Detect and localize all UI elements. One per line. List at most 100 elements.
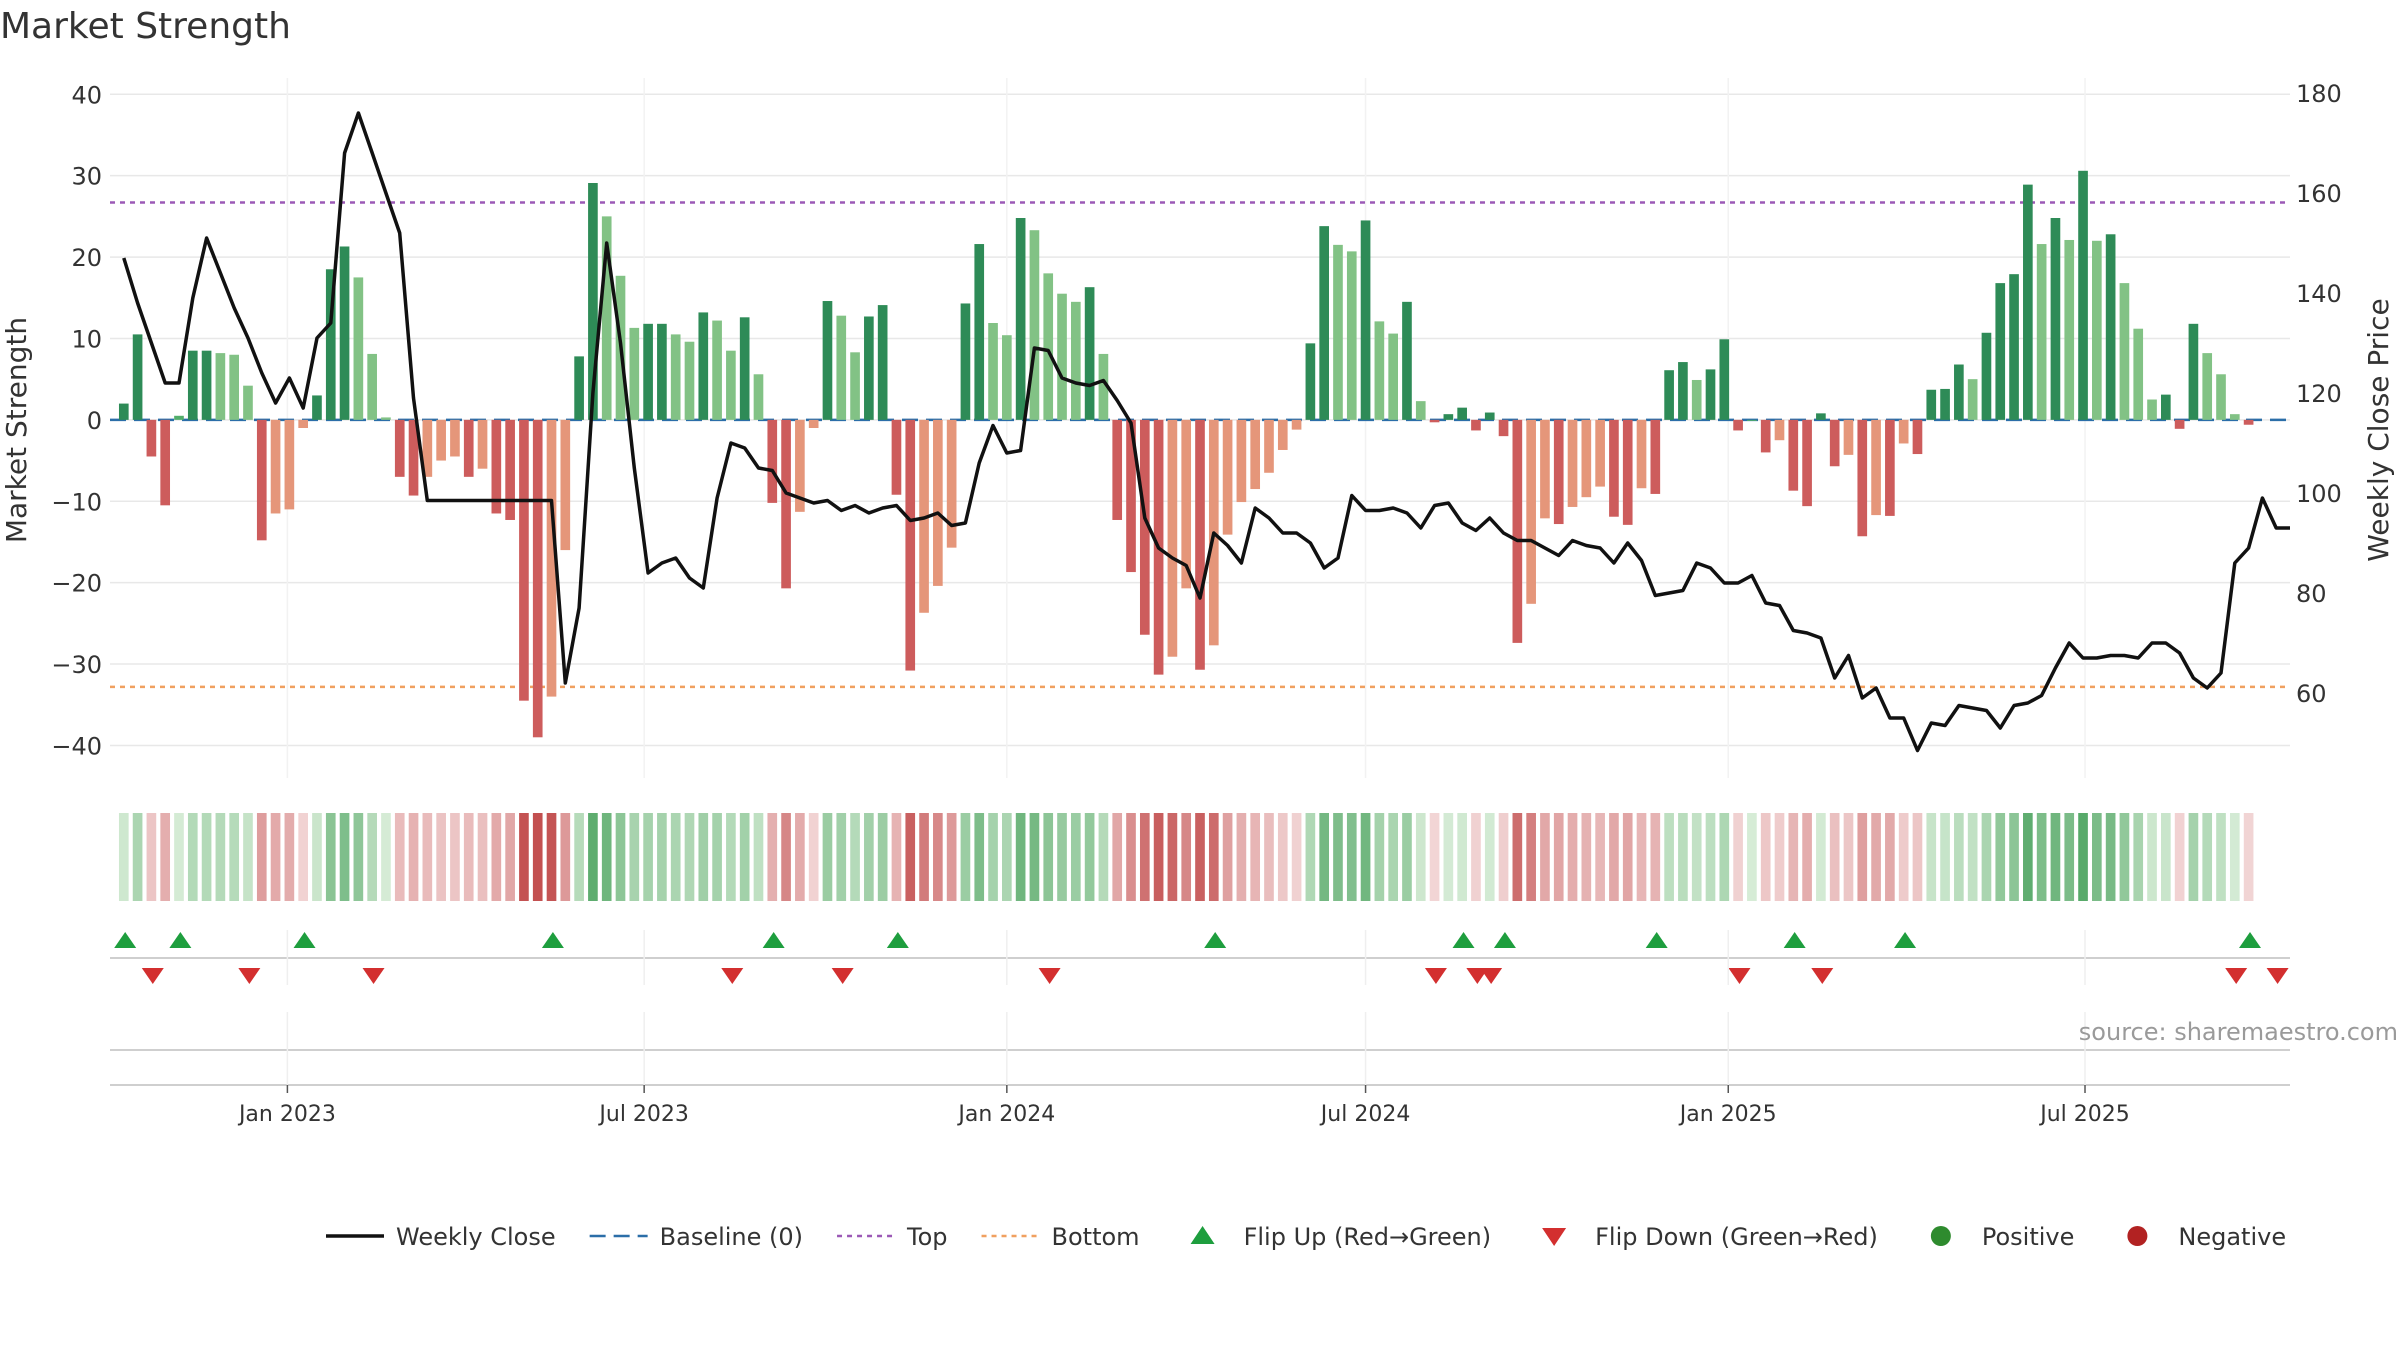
strength-bar xyxy=(1981,332,1992,420)
right-axis-ticks: 180 160 140 120 100 80 60 xyxy=(2296,80,2342,708)
strip-cell xyxy=(1333,813,1343,901)
strength-bar xyxy=(905,419,916,671)
strip-cell xyxy=(1609,813,1619,901)
x-tick-label: Jul 2025 xyxy=(2038,1102,2130,1127)
legend-swatch xyxy=(1190,1226,1215,1244)
strength-bar xyxy=(2229,414,2240,420)
strength-bar xyxy=(1057,293,1067,420)
strip-cell xyxy=(1112,813,1123,901)
legend-label: Positive xyxy=(1982,1223,2075,1251)
strength-bar xyxy=(1843,419,1854,455)
strip-cell xyxy=(864,813,874,901)
strip-cell xyxy=(2092,813,2102,901)
strength-bar xyxy=(2119,283,2130,420)
strip-cell xyxy=(174,813,184,901)
weekly-close-line-group xyxy=(122,111,2290,753)
strip-cell xyxy=(532,813,543,901)
strength-bar xyxy=(2202,353,2213,420)
lower-panel-frame xyxy=(110,930,2290,1086)
strength-bar xyxy=(1126,419,1136,573)
strength-bar xyxy=(1636,419,1647,489)
strip-cell xyxy=(1664,813,1674,901)
strip-cell xyxy=(284,813,295,901)
strength-bar xyxy=(753,374,764,420)
strip-cell xyxy=(1802,813,1812,901)
strength-bar xyxy=(1705,369,1716,420)
strength-bar xyxy=(215,353,226,420)
strip-cell xyxy=(1498,813,1509,901)
strength-bar xyxy=(2188,323,2199,420)
strength-bar xyxy=(974,244,985,420)
flip-down-marker xyxy=(1728,968,1751,984)
strip-cell xyxy=(836,813,847,901)
flip-up-marker xyxy=(114,932,137,948)
legend-label: Flip Up (Red→Green) xyxy=(1244,1223,1492,1251)
strip-cell xyxy=(1139,813,1150,901)
flip-up-marker xyxy=(2238,932,2261,948)
legend-swatch xyxy=(1930,1226,1951,1246)
legend-label: Bottom xyxy=(1052,1223,1140,1251)
strip-cell xyxy=(1940,813,1950,901)
strip-cell xyxy=(615,813,626,901)
x-tick-label: Jul 2024 xyxy=(1319,1102,1411,1127)
strip-cell xyxy=(560,813,571,901)
strip-cell xyxy=(1829,813,1840,901)
strip-cell xyxy=(1236,813,1247,901)
strip-cell xyxy=(919,813,929,901)
strip-cell xyxy=(1429,813,1440,901)
flip-markers xyxy=(114,932,2289,984)
strength-bar xyxy=(1747,419,1757,421)
legend-item: Negative xyxy=(2127,1223,2286,1251)
strip-cell xyxy=(1705,813,1716,901)
strength-strip xyxy=(118,813,2254,901)
strip-cell xyxy=(1098,813,1109,901)
strip-cell xyxy=(1291,813,1302,901)
strip-cell xyxy=(1208,813,1219,901)
strip-cell xyxy=(394,813,405,901)
strength-bar xyxy=(1816,413,1826,420)
strength-bar xyxy=(698,312,709,420)
strip-cell xyxy=(946,813,957,901)
strip-cell xyxy=(2119,813,2130,901)
strength-bar xyxy=(2092,240,2102,420)
strip-cell xyxy=(270,813,281,901)
strength-bar xyxy=(1926,389,1937,420)
flip-down-marker xyxy=(1424,968,1447,984)
strength-bar xyxy=(325,269,336,420)
strip-cell xyxy=(450,813,460,901)
strength-bar xyxy=(160,419,171,506)
strip-cell xyxy=(1650,813,1661,901)
flip-down-marker xyxy=(141,968,164,984)
flip-up-marker xyxy=(293,932,316,948)
flip-up-marker xyxy=(886,932,909,948)
strength-bar xyxy=(1733,419,1743,431)
strength-bar xyxy=(1650,419,1661,494)
x-axis-ticks: Jan 2023 Jul 2023 Jan 2024 Jul 2024 Jan 2025… xyxy=(237,1085,2130,1127)
strip-cell xyxy=(491,813,502,901)
strip-cell xyxy=(1843,813,1854,901)
strip-cell xyxy=(1912,813,1923,901)
strength-bar xyxy=(187,350,198,420)
strip-cell xyxy=(1967,813,1978,901)
strip-cell xyxy=(1319,813,1330,901)
left-tick-label: −30 xyxy=(51,651,102,679)
strength-bar xyxy=(2036,244,2047,420)
strength-bar xyxy=(1802,419,1812,507)
strip-cell xyxy=(2202,813,2213,901)
strip-cell xyxy=(1084,813,1095,901)
strip-cell xyxy=(1622,813,1633,901)
strip-cell xyxy=(629,813,640,901)
strip-cell xyxy=(767,813,778,901)
x-tick-label: Jan 2025 xyxy=(1678,1102,1777,1127)
strip-cell xyxy=(891,813,902,901)
strength-bar xyxy=(836,315,847,420)
legend-item: Positive xyxy=(1930,1223,2075,1251)
strip-cell xyxy=(243,813,253,901)
flip-down-marker xyxy=(362,968,385,984)
strip-cell xyxy=(1471,813,1481,901)
strength-bar xyxy=(739,317,750,420)
strength-bar xyxy=(2105,234,2116,420)
flip-up-marker xyxy=(1204,932,1227,948)
strength-bar xyxy=(256,419,267,541)
